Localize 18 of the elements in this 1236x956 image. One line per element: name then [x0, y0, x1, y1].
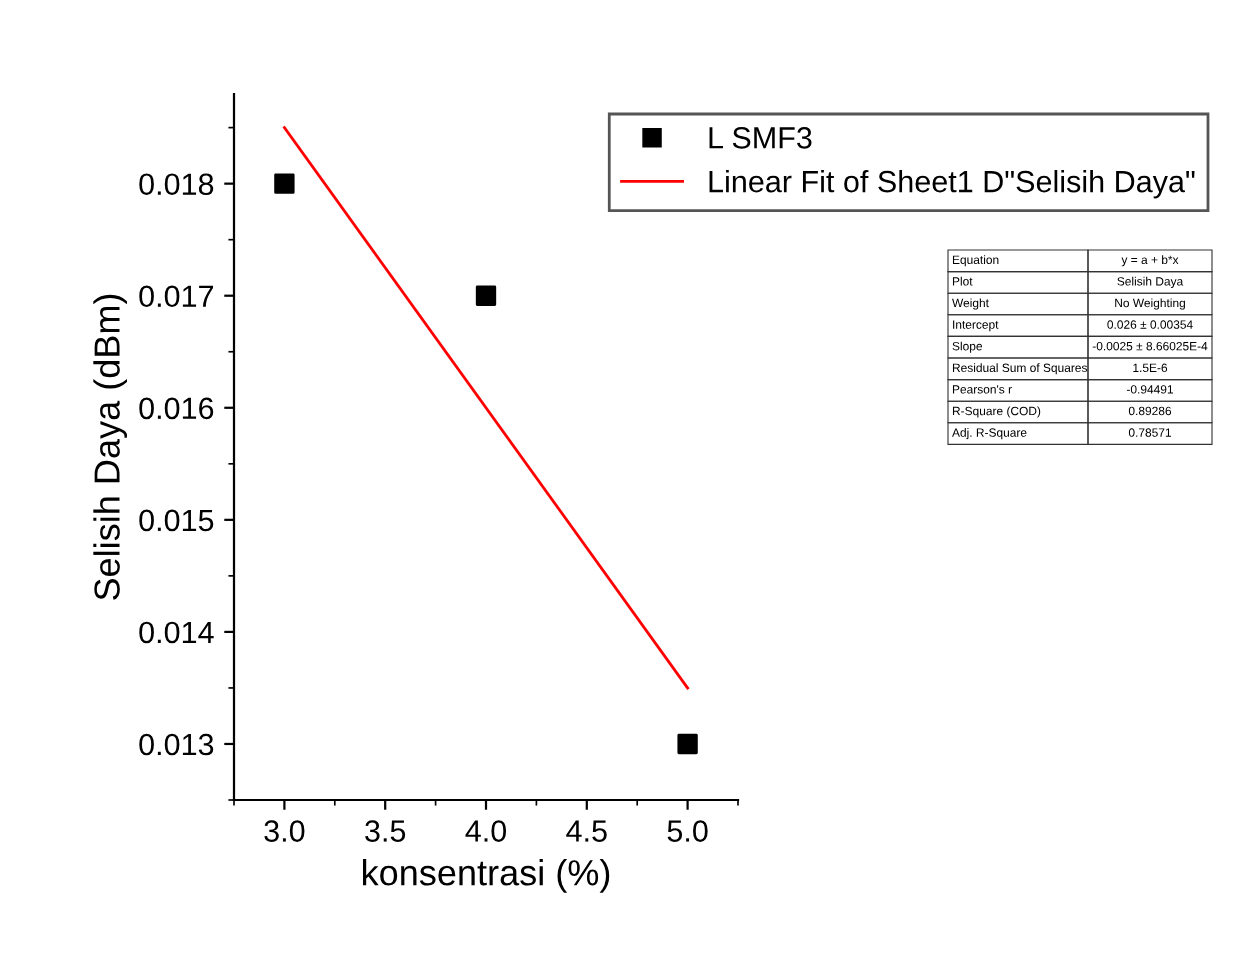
x-tick-label: 4.5 — [566, 820, 607, 842]
y-tick-label: 0.015 — [139, 509, 214, 532]
point — [475, 285, 497, 306]
point — [274, 173, 295, 194]
y-tick-label: 0.018 — [139, 173, 214, 196]
x-tick-label: 3.5 — [365, 820, 406, 842]
y-tick-label: 0.017 — [139, 285, 214, 308]
x-axis-title: konsentrasi (%) — [363, 859, 610, 893]
y-axis-title: Selisih Daya (dBm) — [93, 294, 127, 600]
point — [677, 733, 698, 755]
y-tick-label: 0.013 — [139, 733, 214, 756]
y-tick-label: 0.014 — [139, 621, 214, 644]
legend-label: Linear Fit of Sheet1 D"Selisih Daya" — [709, 169, 1195, 199]
y-tick-label: 0.016 — [139, 397, 214, 420]
x-tick-label: 5.0 — [667, 820, 708, 842]
legend-label: L SMF3 — [709, 127, 812, 149]
x-tick-label: 3.0 — [264, 820, 305, 842]
x-tick-label: 4.0 — [465, 820, 507, 842]
